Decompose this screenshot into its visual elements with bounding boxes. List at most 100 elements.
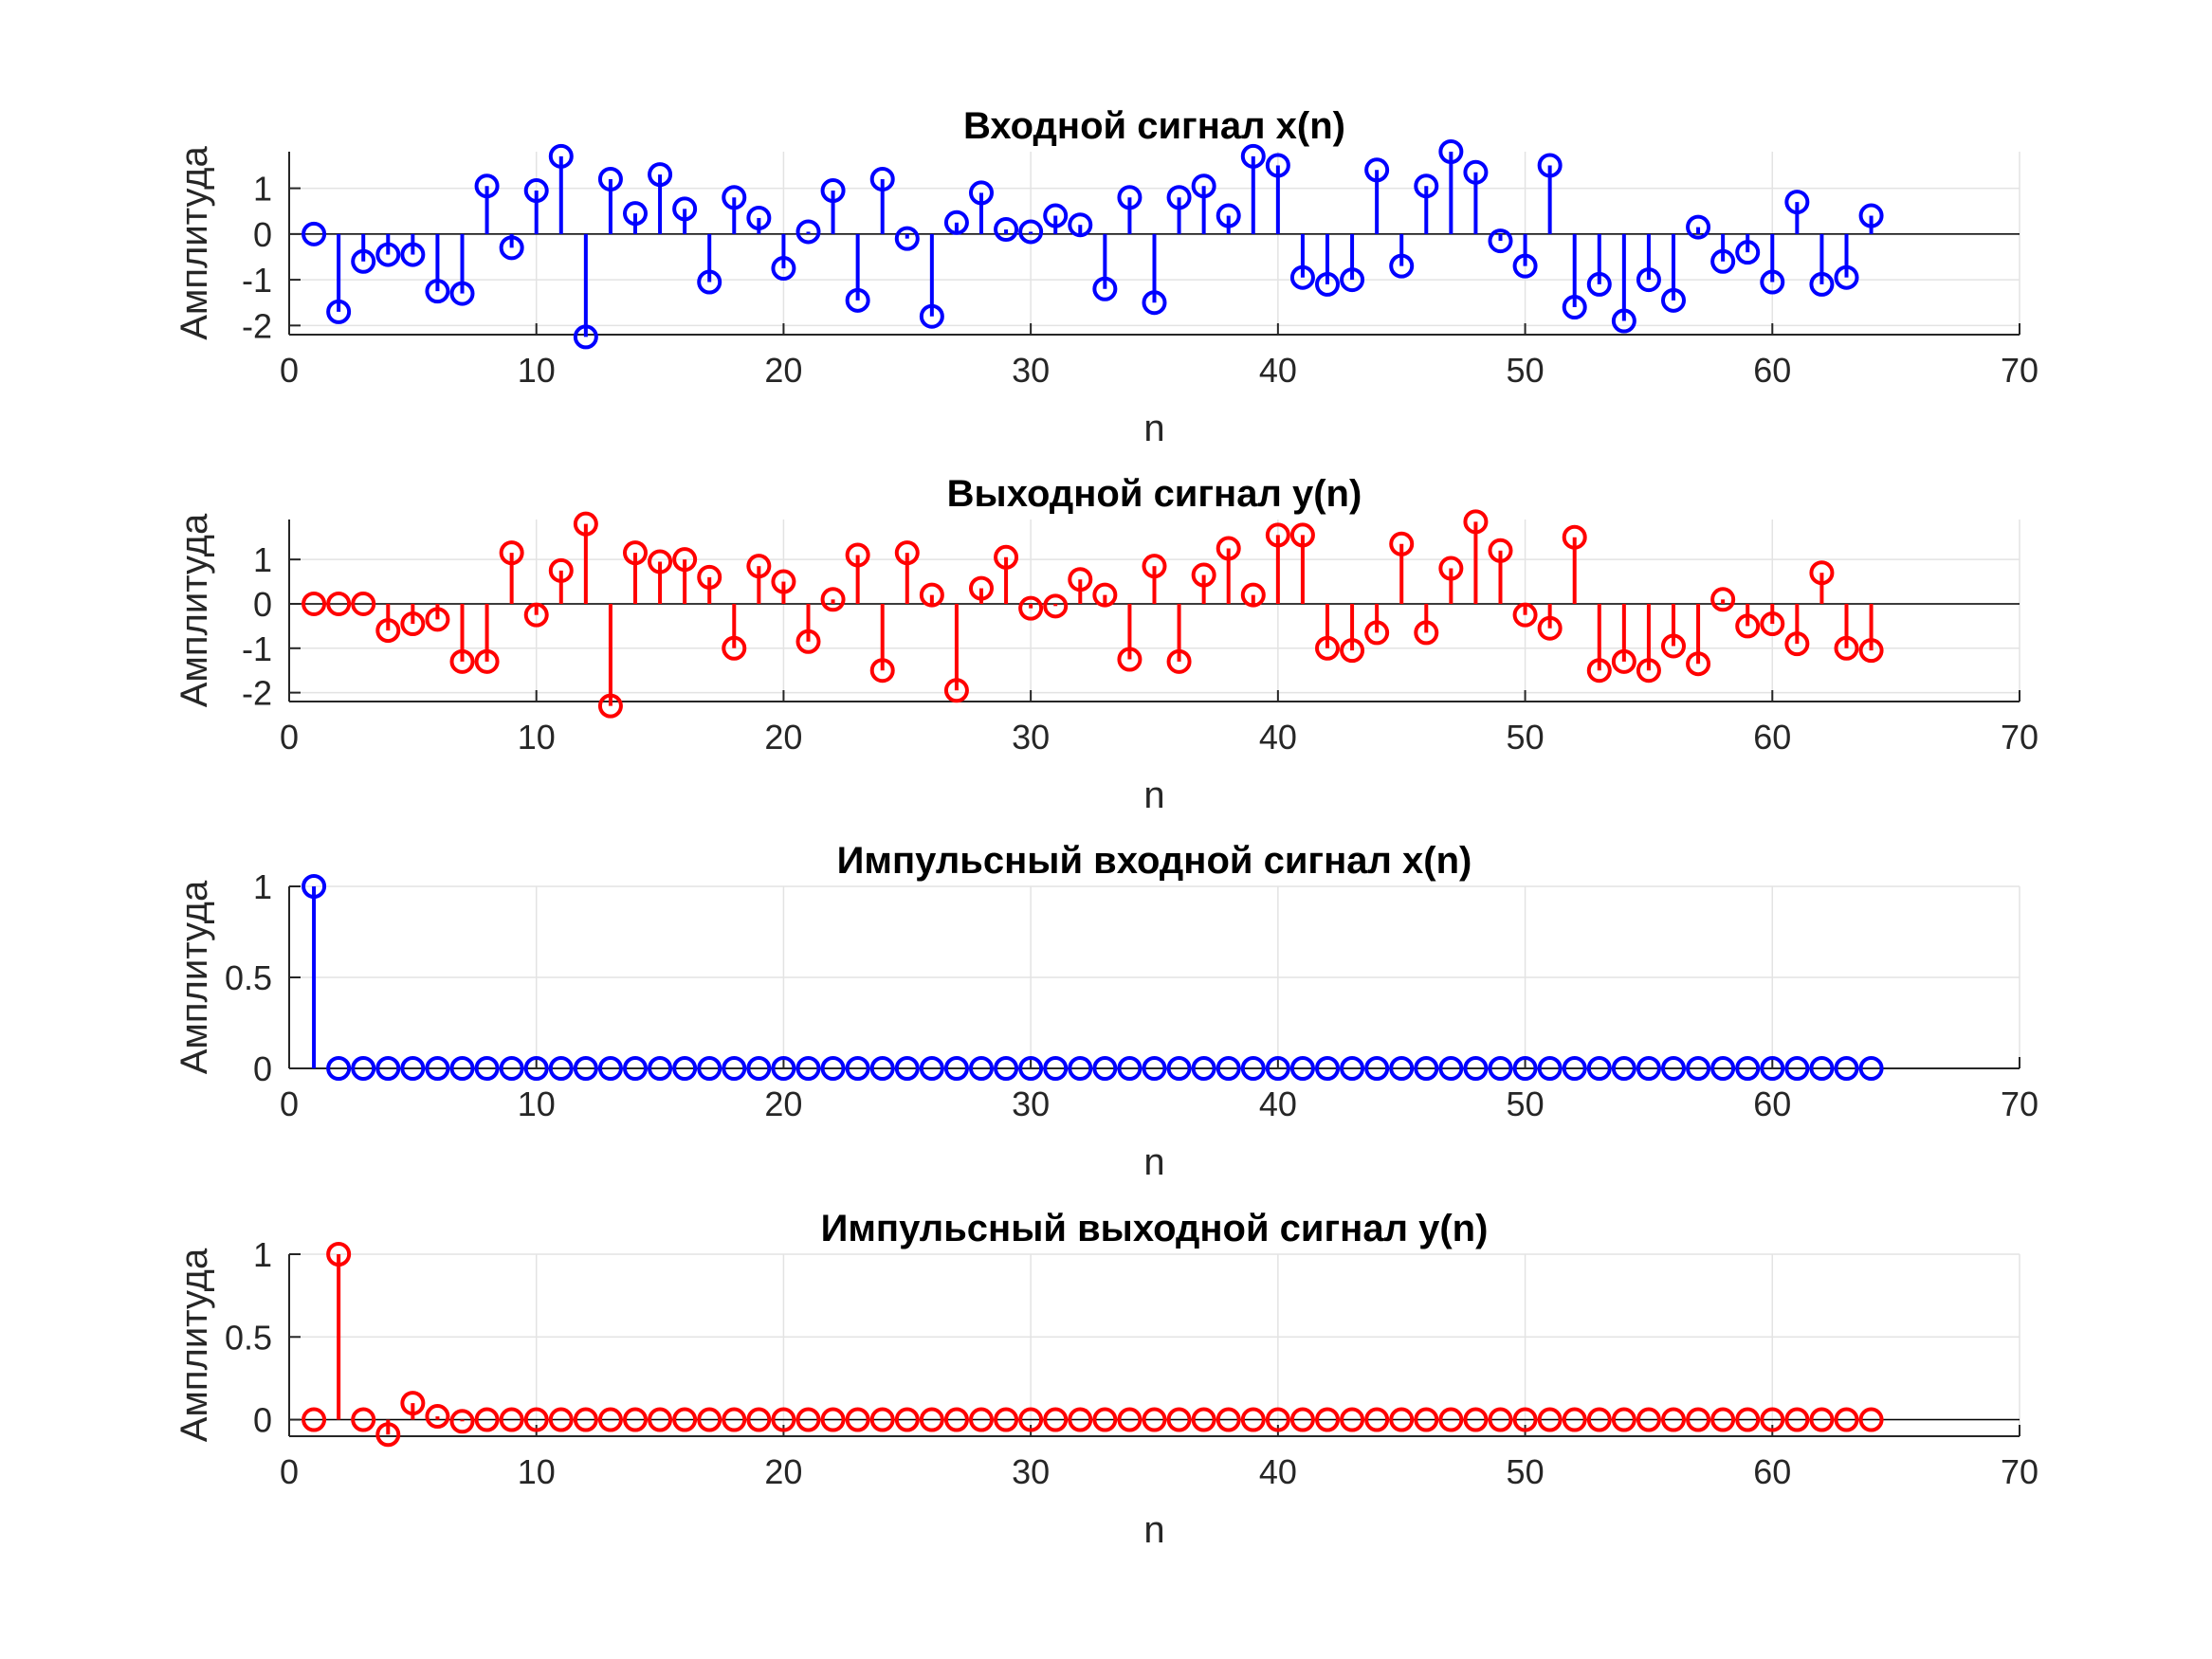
stem-marker bbox=[1117, 185, 1143, 210]
stem-marker bbox=[302, 1407, 327, 1432]
stem-marker bbox=[474, 173, 500, 199]
stem-marker bbox=[1686, 1056, 1711, 1081]
stem-marker bbox=[302, 874, 327, 899]
stem-marker bbox=[969, 575, 994, 601]
x-axis-label: n bbox=[1143, 408, 1164, 449]
stem-marker bbox=[449, 1056, 475, 1081]
stem-marker bbox=[1265, 522, 1290, 548]
stem-marker bbox=[1068, 567, 1093, 592]
stem-marker bbox=[1315, 1056, 1340, 1081]
stem-marker bbox=[499, 1407, 524, 1432]
stem-series bbox=[302, 1242, 1884, 1448]
stem-marker bbox=[597, 1056, 623, 1081]
stem-marker bbox=[1092, 582, 1118, 608]
y-tick-label: 0 bbox=[253, 585, 272, 624]
stem-marker bbox=[1315, 635, 1340, 661]
y-tick-label: 1 bbox=[253, 540, 272, 579]
stem-marker bbox=[1710, 587, 1736, 612]
stem-marker bbox=[771, 256, 796, 282]
stem-marker bbox=[1414, 1056, 1439, 1081]
stem-marker bbox=[1216, 1407, 1241, 1432]
stem-marker bbox=[1858, 638, 1884, 664]
x-tick-label: 50 bbox=[1507, 718, 1545, 757]
x-tick-label: 40 bbox=[1259, 351, 1297, 390]
stem-marker bbox=[375, 1056, 401, 1081]
stem-marker bbox=[1340, 267, 1365, 293]
stem-marker bbox=[771, 569, 796, 594]
stem-marker bbox=[1438, 1407, 1464, 1432]
stem-marker bbox=[648, 1056, 673, 1081]
stem-marker bbox=[1834, 635, 1859, 661]
stem-marker bbox=[425, 279, 450, 304]
chart-panel-4: 0 10 20 30 40 50 60 70 0 0.5 1 Импульсный выходной … bbox=[174, 1208, 2038, 1551]
stem-marker bbox=[1611, 1056, 1636, 1081]
stem-marker bbox=[1117, 647, 1143, 672]
stem-marker bbox=[1537, 1407, 1563, 1432]
stem-marker bbox=[1364, 620, 1390, 646]
stem-marker bbox=[722, 185, 747, 210]
stem-marker bbox=[1834, 1407, 1859, 1432]
stem-marker bbox=[1142, 554, 1167, 579]
stem-marker bbox=[326, 591, 352, 616]
stem-marker bbox=[1562, 1407, 1587, 1432]
x-tick-label: 0 bbox=[280, 1452, 299, 1491]
stem-marker bbox=[1438, 556, 1464, 581]
stem-series bbox=[302, 874, 1884, 1081]
stem-marker bbox=[1092, 1407, 1118, 1432]
stem-marker bbox=[1389, 531, 1415, 556]
stem-marker bbox=[597, 166, 623, 191]
stem-marker bbox=[1414, 620, 1439, 646]
x-tick-label: 10 bbox=[518, 1085, 556, 1123]
stem-marker bbox=[697, 564, 722, 590]
stem-marker bbox=[1389, 1407, 1415, 1432]
stem-marker bbox=[1414, 1407, 1439, 1432]
stem-marker bbox=[425, 607, 450, 632]
stem-marker bbox=[1611, 1407, 1636, 1432]
stem-marker bbox=[1735, 1056, 1761, 1081]
x-tick-label: 10 bbox=[518, 1452, 556, 1491]
y-tick-label: -1 bbox=[242, 261, 272, 300]
stem-marker bbox=[697, 1056, 722, 1081]
stem-marker bbox=[597, 693, 623, 719]
x-tick-label: 50 bbox=[1507, 1085, 1545, 1123]
x-tick-label: 30 bbox=[1012, 351, 1050, 390]
stem-marker bbox=[1166, 1407, 1192, 1432]
stem-marker bbox=[697, 1407, 722, 1432]
stem-marker bbox=[1289, 1056, 1315, 1081]
stem-series bbox=[302, 509, 1884, 719]
x-tick-label: 30 bbox=[1012, 1085, 1050, 1123]
stem-marker bbox=[474, 648, 500, 674]
stem-marker bbox=[400, 1391, 426, 1416]
stem-marker bbox=[1488, 1056, 1513, 1081]
stem-marker bbox=[1858, 1407, 1884, 1432]
x-tick-label: 60 bbox=[1753, 351, 1791, 390]
stem-marker bbox=[1018, 219, 1044, 245]
stem-marker bbox=[1166, 185, 1192, 210]
stem-marker bbox=[1142, 1407, 1167, 1432]
stem-marker bbox=[771, 1407, 796, 1432]
stem-marker bbox=[1043, 1056, 1069, 1081]
chart-panel-3: 0 10 20 30 40 50 60 70 0 0.5 1 Импульсный входной с… bbox=[174, 840, 2038, 1183]
stem-marker bbox=[1784, 1407, 1810, 1432]
stem-marker bbox=[1661, 287, 1686, 313]
stem-marker bbox=[746, 1056, 772, 1081]
x-tick-label: 20 bbox=[764, 351, 802, 390]
stem-marker bbox=[499, 1056, 524, 1081]
stem-marker bbox=[943, 1407, 969, 1432]
stem-marker bbox=[1315, 271, 1340, 297]
stem-marker bbox=[1191, 1407, 1216, 1432]
stem-marker bbox=[919, 582, 944, 608]
stem-marker bbox=[1216, 1056, 1241, 1081]
stem-marker bbox=[845, 1407, 870, 1432]
stem-marker bbox=[623, 201, 648, 227]
stem-marker bbox=[869, 166, 895, 191]
stem-marker bbox=[523, 1056, 549, 1081]
stem-marker bbox=[919, 303, 944, 329]
stem-marker bbox=[1661, 1056, 1686, 1081]
x-tick-label: 0 bbox=[280, 351, 299, 390]
stem-marker bbox=[1389, 1056, 1415, 1081]
stem-marker bbox=[795, 219, 821, 245]
y-tick-label: 0.5 bbox=[225, 1318, 272, 1357]
stem-marker bbox=[548, 1407, 574, 1432]
stem-marker bbox=[1809, 1407, 1835, 1432]
